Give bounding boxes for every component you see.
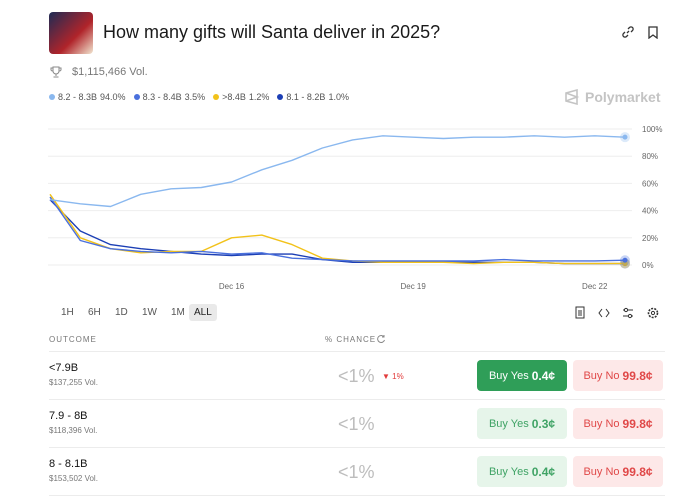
- change-value: 1%: [392, 372, 404, 381]
- buy-yes-button[interactable]: Buy Yes 0.4¢: [477, 360, 567, 391]
- y-tick-label: 80%: [642, 152, 658, 161]
- button-price: 99.8¢: [622, 416, 653, 431]
- button-label: Buy No: [583, 417, 620, 430]
- button-label: Buy No: [583, 465, 620, 478]
- column-header: OUTCOME: [49, 335, 97, 344]
- legend-name: 8.3 - 8.4B: [142, 92, 182, 102]
- buy-no-button[interactable]: Buy No 99.8¢: [573, 408, 663, 439]
- y-tick-label: 100%: [642, 125, 662, 134]
- market-image: [49, 12, 93, 54]
- bookmark-icon[interactable]: [647, 26, 659, 39]
- button-label: Buy Yes: [488, 465, 529, 478]
- legend-value: 1.2%: [248, 92, 270, 102]
- x-tick-label: Dec 19: [400, 282, 426, 291]
- outcome-volume: $153,502 Vol.: [49, 474, 98, 483]
- row-divider: [49, 399, 665, 400]
- legend-value: 94.0%: [100, 92, 126, 102]
- button-price: 0.3¢: [531, 416, 556, 431]
- end-dot: [622, 134, 628, 140]
- button-price: 0.4¢: [531, 464, 556, 479]
- down-arrow: ▼: [382, 372, 393, 381]
- y-tick-label: 40%: [642, 207, 658, 216]
- outcome-chance: <1%: [338, 366, 375, 386]
- embed-icon[interactable]: [598, 308, 610, 318]
- price-chart: 0% 20% 40% 60% 80% 100% Dec 16 Dec 19 Dec 22: [48, 125, 662, 291]
- button-label: Buy Yes: [488, 369, 529, 382]
- brand-name: Polymarket: [585, 89, 661, 105]
- timeframe-button[interactable]: 6H: [88, 307, 101, 318]
- row-divider: [49, 447, 665, 448]
- outcome-volume: $137,255 Vol.: [49, 378, 98, 387]
- outcome-name: 8 - 8.1B: [49, 458, 88, 470]
- outcome-chance: <1%: [338, 414, 375, 434]
- buy-no-button[interactable]: Buy No 99.8¢: [573, 456, 663, 487]
- button-price: 0.4¢: [531, 368, 556, 383]
- outcome-volume: $118,396 Vol.: [49, 426, 98, 435]
- button-price: 99.8¢: [622, 368, 653, 383]
- x-tick-label: Dec 22: [582, 282, 608, 291]
- y-tick-label: 0%: [642, 261, 654, 270]
- legend-name: 8.1 - 8.2B: [286, 92, 326, 102]
- end-dot: [622, 257, 628, 263]
- timeframe-button[interactable]: 1W: [142, 307, 157, 318]
- outcome-name: <7.9B: [49, 362, 79, 374]
- legend-swatch: [213, 94, 220, 100]
- timeframe-button[interactable]: 1D: [115, 307, 128, 318]
- doc-icon[interactable]: [575, 306, 585, 319]
- outcome-chance: <1%: [338, 462, 375, 482]
- legend-swatch: [49, 94, 55, 100]
- y-tick-label: 20%: [642, 234, 658, 243]
- buy-no-button[interactable]: Buy No 99.8¢: [573, 360, 663, 391]
- y-tick-label: 60%: [642, 179, 658, 188]
- button-price: 99.8¢: [622, 464, 653, 479]
- refresh-icon[interactable]: [376, 334, 386, 344]
- row-divider: [49, 495, 665, 496]
- series-line: [49, 196, 626, 262]
- legend-name: 8.2 - 8.3B: [58, 92, 98, 102]
- chart-tools: [575, 306, 659, 319]
- link-icon[interactable]: [622, 26, 634, 38]
- series-line: [49, 199, 625, 265]
- chance-change: ▼ 1%: [382, 372, 404, 381]
- market-title: How many gifts will Santa deliver in 202…: [103, 22, 441, 42]
- button-label: Buy Yes: [488, 417, 529, 430]
- series-line: [49, 135, 626, 208]
- legend-value: 3.5%: [184, 92, 206, 102]
- x-tick-label: Dec 16: [219, 282, 245, 291]
- outcome-name: 7.9 - 8B: [49, 410, 88, 422]
- buy-yes-button[interactable]: Buy Yes 0.4¢: [477, 456, 567, 487]
- timeframe-button[interactable]: 1M: [171, 307, 185, 318]
- brand-logo: [565, 89, 580, 105]
- series-line: [49, 193, 626, 265]
- legend-swatch: [277, 94, 284, 100]
- gear-icon[interactable]: [647, 307, 659, 319]
- trophy-icon: [50, 66, 62, 78]
- timeframe-button[interactable]: 1H: [61, 307, 74, 318]
- total-volume: $1,115,466 Vol.: [72, 66, 148, 78]
- settings-icon[interactable]: [623, 307, 633, 319]
- legend-value: 1.0%: [328, 92, 349, 102]
- timeframe-button[interactable]: ALL: [189, 304, 217, 321]
- column-header: % CHANCE: [325, 335, 377, 344]
- legend-name: >8.4B: [222, 92, 246, 102]
- button-label: Buy No: [583, 369, 620, 382]
- legend-swatch: [133, 94, 140, 100]
- buy-yes-button[interactable]: Buy Yes 0.3¢: [477, 408, 567, 439]
- row-divider: [49, 351, 665, 352]
